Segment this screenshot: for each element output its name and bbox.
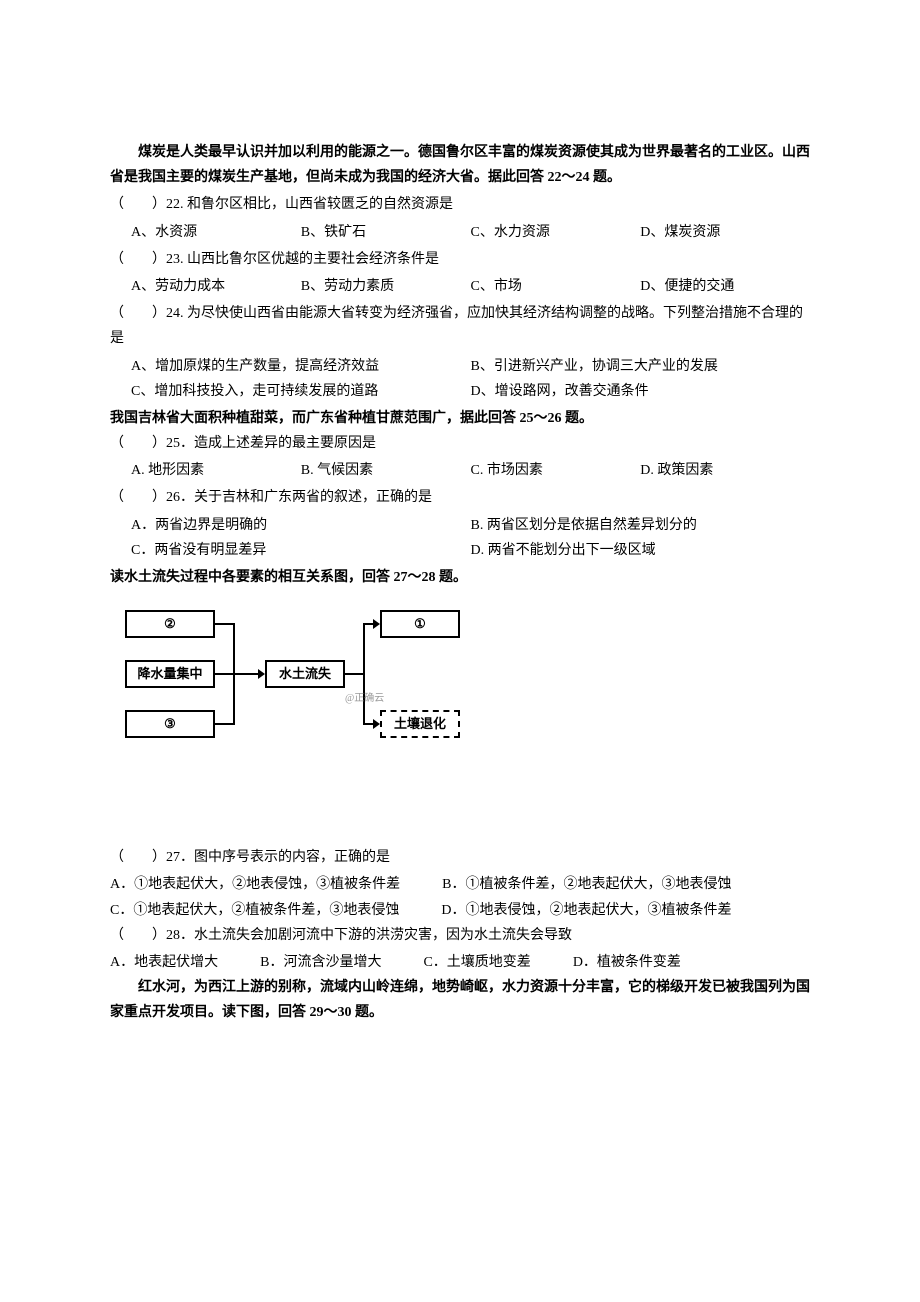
q25-opt-c: C. 市场因素 [471,458,641,483]
question-27-stem: （ ）27．图中序号表示的内容，正确的是 [110,845,810,870]
q22-opt-c: C、水力资源 [471,220,641,245]
q24-opt-a: A、增加原煤的生产数量，提高经济效益 [131,354,471,379]
q27-opt-b: B．①植被条件差，②地表起伏大，③地表侵蚀 [442,877,731,892]
question-24-stem: （ ）24. 为尽快使山西省由能源大省转变为经济强省，应加快其经济结构调整的战略… [110,301,810,351]
intro-27-28: 读水土流失过程中各要素的相互关系图，回答 27～28 题。 [110,565,810,590]
q28-opt-b: B．河流含沙量增大 [260,955,381,970]
q24-opt-c: C、增加科技投入，走可持续发展的道路 [131,379,471,404]
q24-opt-b: B、引进新兴产业，协调三大产业的发展 [471,354,811,379]
diagram-node-erosion: 水土流失 [265,660,345,688]
q28-opt-d: D．植被条件变差 [573,955,681,970]
question-28-stem: （ ）28．水土流失会加剧河流中下游的洪涝灾害，因为水土流失会导致 [110,923,810,948]
question-27-options: A．①地表起伏大，②地表侵蚀，③植被条件差 B．①植被条件差，②地表起伏大，③地… [110,872,810,922]
q22-opt-a: A、水资源 [131,220,301,245]
q26-opt-a: A．两省边界是明确的 [131,513,471,538]
question-22-stem: （ ）22. 和鲁尔区相比，山西省较匮乏的自然资源是 [110,192,810,217]
q25-opt-b: B. 气候因素 [301,458,471,483]
q27-opt-c: C．①地表起伏大，②植被条件差，③地表侵蚀 [110,903,399,918]
q25-opt-d: D. 政策因素 [640,458,810,483]
diagram-node-soil: 土壤退化 [380,710,460,738]
question-23-stem: （ ）23. 山西比鲁尔区优越的主要社会经济条件是 [110,247,810,272]
diagram-watermark: @正确云 [345,690,384,708]
diagram-node-3: ③ [125,710,215,738]
intro-29-30: 红水河，为西江上游的别称，流域内山岭连绵，地势崎岖，水力资源十分丰富，它的梯级开… [110,975,810,1025]
q28-opt-c: C．土壤质地变差 [423,955,530,970]
q22-opt-b: B、铁矿石 [301,220,471,245]
question-23-options: A、劳动力成本 B、劳动力素质 C、市场 D、便捷的交通 [110,274,810,299]
q22-opt-d: D、煤炭资源 [640,220,810,245]
soil-erosion-diagram: ② 降水量集中 ③ 水土流失 ① 土壤退化 @正确云 [125,605,465,775]
question-22-options: A、水资源 B、铁矿石 C、水力资源 D、煤炭资源 [110,220,810,245]
q23-opt-c: C、市场 [471,274,641,299]
question-25-options: A. 地形因素 B. 气候因素 C. 市场因素 D. 政策因素 [110,458,810,483]
question-24-options: A、增加原煤的生产数量，提高经济效益B、引进新兴产业，协调三大产业的发展 C、增… [110,354,810,404]
question-26-options: A．两省边界是明确的B. 两省区划分是依据自然差异划分的 C．两省没有明显差异D… [110,513,810,563]
intro-22-24: 煤炭是人类最早认识并加以利用的能源之一。德国鲁尔区丰富的煤炭资源使其成为世界最著… [110,140,810,190]
question-25-stem: （ ）25．造成上述差异的最主要原因是 [110,431,810,456]
question-26-stem: （ ）26．关于吉林和广东两省的叙述，正确的是 [110,485,810,510]
q26-opt-c: C．两省没有明显差异 [131,538,471,563]
q27-opt-d: D．①地表侵蚀，②地表起伏大，③植被条件差 [441,903,731,918]
q27-opt-a: A．①地表起伏大，②地表侵蚀，③植被条件差 [110,877,400,892]
q23-opt-a: A、劳动力成本 [131,274,301,299]
q26-opt-d: D. 两省不能划分出下一级区域 [471,538,811,563]
question-28-options: A．地表起伏增大 B．河流含沙量增大 C．土壤质地变差 D．植被条件变差 [110,950,810,975]
q23-opt-b: B、劳动力素质 [301,274,471,299]
intro-25-26: 我国吉林省大面积种植甜菜，而广东省种植甘蔗范围广，据此回答 25～26 题。 [110,406,810,431]
q25-opt-a: A. 地形因素 [131,458,301,483]
diagram-node-1: ① [380,610,460,638]
diagram-node-2: ② [125,610,215,638]
q24-opt-d: D、增设路网，改善交通条件 [471,379,811,404]
diagram-node-rain: 降水量集中 [125,660,215,688]
q26-opt-b: B. 两省区划分是依据自然差异划分的 [471,513,811,538]
q28-opt-a: A．地表起伏增大 [110,955,218,970]
q23-opt-d: D、便捷的交通 [640,274,810,299]
